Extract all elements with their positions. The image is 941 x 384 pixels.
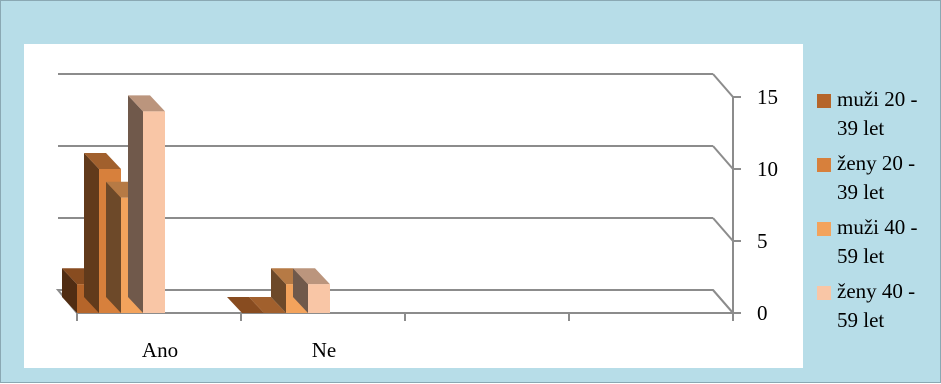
legend-item: ženy 20 - 39 let: [814, 149, 939, 207]
bars: [62, 95, 330, 314]
legend-swatch: [817, 94, 831, 108]
gridline-side: [712, 289, 734, 314]
bar-side: [62, 268, 77, 313]
bar: [227, 297, 264, 313]
bar-side: [106, 181, 121, 313]
category-label: Ano: [142, 338, 178, 362]
value-tick-label: 15: [757, 85, 778, 109]
bar: [128, 95, 165, 314]
gridline-side: [712, 217, 734, 242]
legend-label: muži 40 - 59 let: [837, 215, 918, 268]
bar-top: [84, 153, 121, 169]
gridline-side: [712, 73, 734, 98]
bar: [249, 297, 286, 313]
bar-side: [128, 95, 143, 314]
bar-top: [227, 297, 264, 313]
legend-label: ženy 20 - 39 let: [837, 151, 916, 204]
legend-swatch: [817, 286, 831, 300]
value-tick-label: 10: [757, 157, 778, 181]
bar-top: [293, 268, 330, 285]
bar-side: [84, 153, 99, 313]
legend: muži 20 - 39 let ženy 20 - 39 let muži 40 …: [814, 85, 939, 341]
bar-front: [308, 284, 330, 313]
bar-top: [128, 95, 165, 112]
legend-swatch: [817, 158, 831, 172]
legend-label: muži 20 - 39 let: [837, 87, 918, 140]
legend-label: ženy 40 - 59 let: [837, 279, 916, 332]
category-label: Ne: [312, 338, 337, 362]
bar-top: [249, 297, 286, 313]
gridline-side: [712, 145, 734, 170]
value-tick-label: 5: [757, 229, 768, 253]
bar-side: [293, 268, 308, 313]
bar-side: [271, 268, 286, 313]
legend-item: ženy 40 - 59 let: [814, 277, 939, 335]
gridlines: [55, 73, 736, 314]
legend-item: muži 20 - 39 let: [814, 85, 939, 143]
legend-item: muži 40 - 59 let: [814, 213, 939, 271]
value-tick-label: 0: [757, 301, 768, 325]
bar: [293, 268, 330, 313]
bar-front: [143, 111, 165, 314]
legend-swatch: [817, 222, 831, 236]
